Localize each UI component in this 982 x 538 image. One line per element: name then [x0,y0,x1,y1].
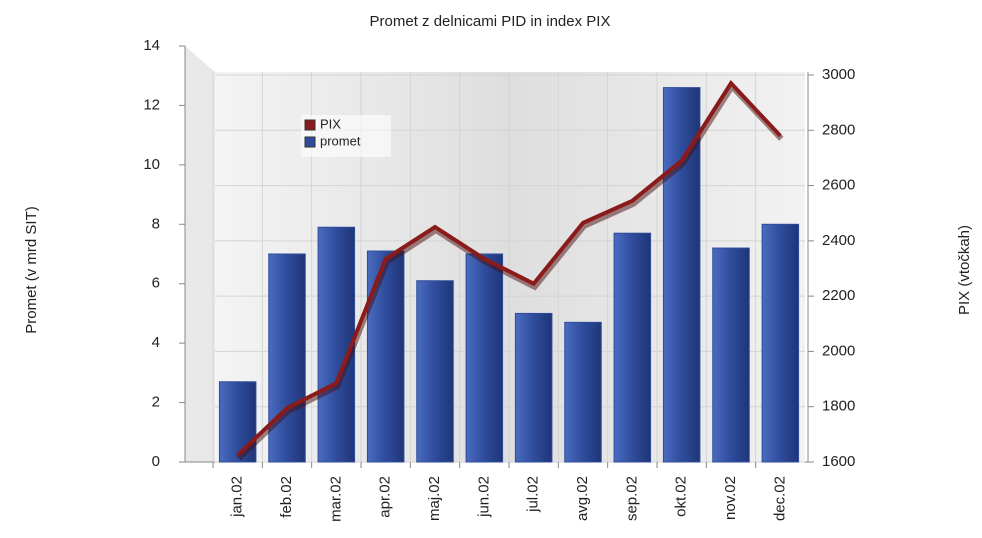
y2-tick-label: 2000 [822,342,855,359]
x-tick-label: mar.02 [327,476,344,522]
bar [761,223,800,463]
x-tick-label: jun.02 [475,476,492,518]
x-tick-label: avg.02 [574,476,591,521]
legend-swatch [304,119,316,131]
y2-tick-label: 2200 [822,287,855,304]
x-tick-label: jul.02 [525,476,542,513]
y-tick-label: 10 [143,156,160,173]
y2-tick-label: 2400 [822,232,855,249]
legend-box [301,115,391,157]
bar [564,321,602,463]
x-tick-label: maj.02 [426,476,443,521]
x-tick-label: jan.02 [229,476,246,518]
x-tick-label: okt.02 [673,476,690,517]
bar [366,250,405,463]
y-tick-label: 8 [152,215,160,232]
x-tick-label: nov.02 [722,476,739,520]
y-tick-label: 2 [152,394,160,411]
y2-axis-label: PIX (vtočkah) [956,225,973,315]
axis-wall [185,46,215,462]
y-tick-label: 4 [152,334,160,351]
bar [317,226,356,463]
y2-tick-label: 3000 [822,66,855,83]
y-tick-label: 6 [152,275,160,292]
y-axis-label: Promet (v mrd SIT) [23,206,40,334]
line [236,80,782,457]
bar [416,280,454,463]
y-tick-label: 0 [152,453,160,470]
y-tick-label: 14 [143,37,160,54]
legend-label: PIX [320,116,341,131]
legend-swatch [304,136,316,148]
bar [613,232,652,463]
y2-tick-label: 1800 [822,398,855,415]
bar [514,312,553,463]
x-tick-label: sep.02 [623,476,640,521]
bar [465,253,504,463]
x-tick-label: dec.02 [771,476,788,521]
x-tick-label: feb.02 [278,476,295,518]
y2-tick-label: 2600 [822,177,855,194]
bar [712,247,750,463]
bar [268,253,306,463]
chart-title: Promet z delnicami PID in index PIX [370,13,611,30]
legend-label: promet [320,133,361,148]
y2-tick-label: 2800 [822,121,855,138]
y2-tick-label: 1600 [822,453,855,470]
line-shadow [236,81,784,461]
x-tick-label: apr.02 [377,476,394,518]
y-tick-label: 12 [143,96,160,113]
